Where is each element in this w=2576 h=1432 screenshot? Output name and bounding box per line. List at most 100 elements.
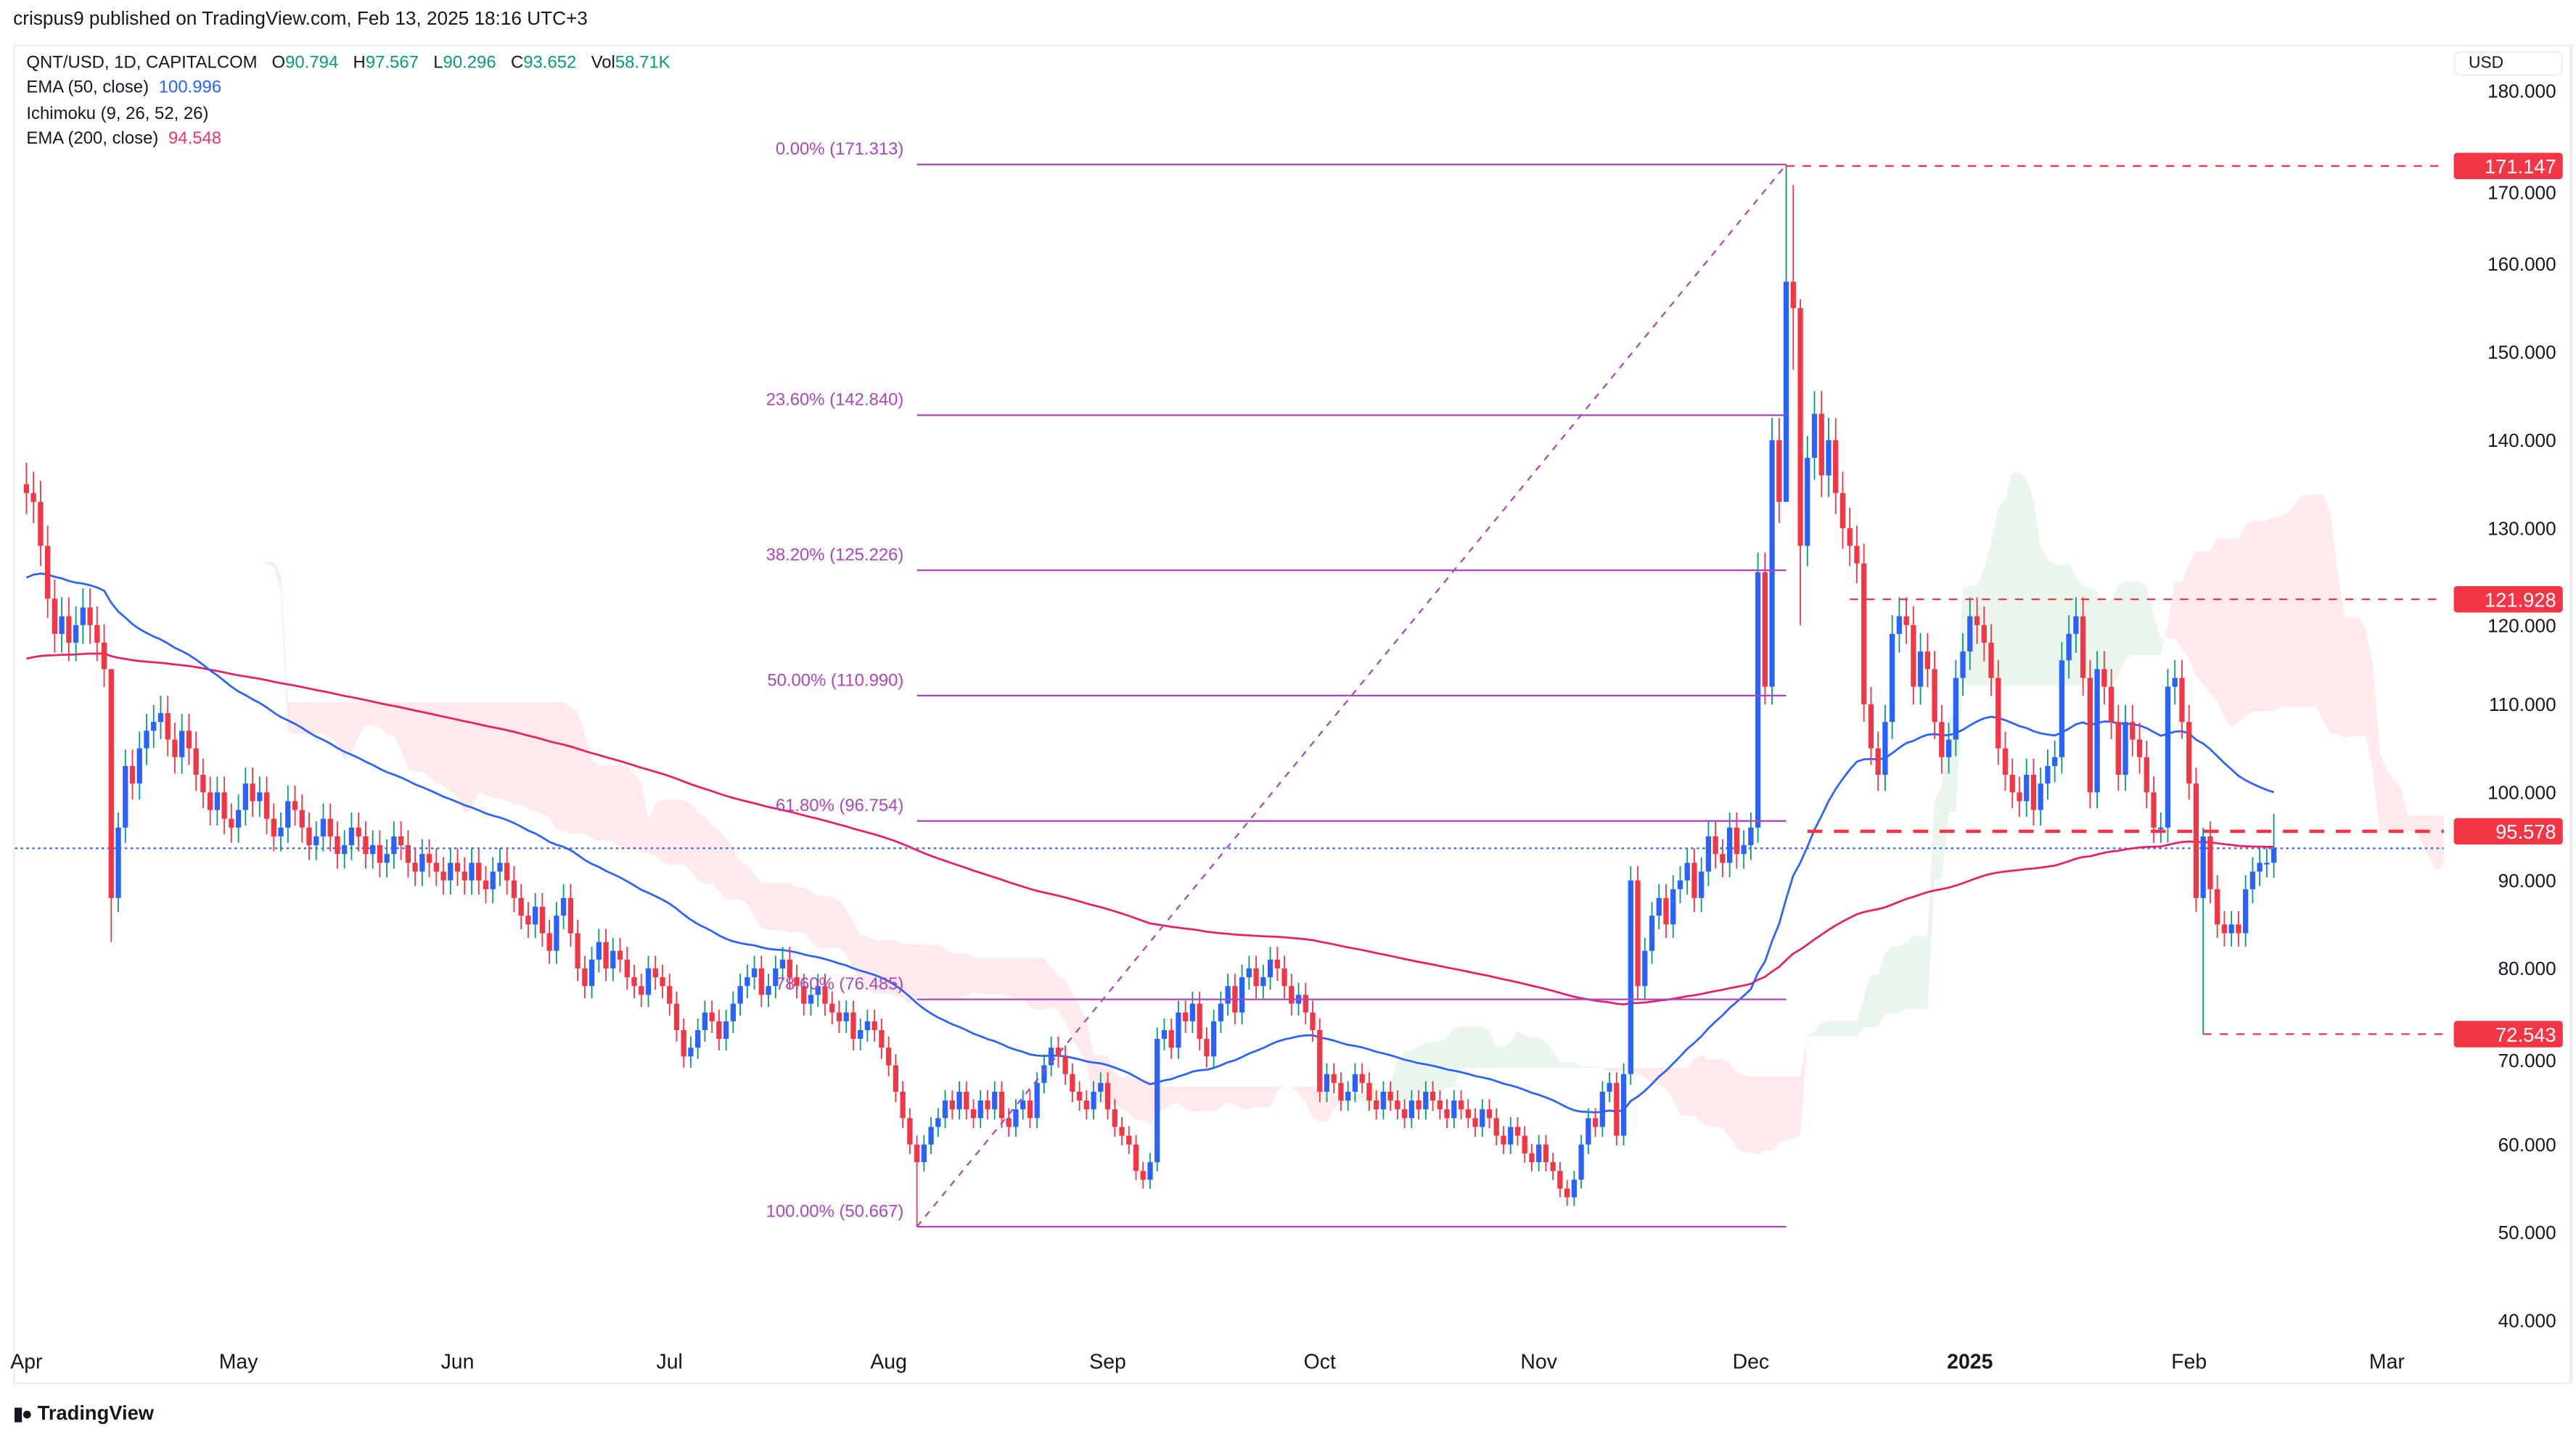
candle (1854, 525, 1860, 584)
candle-body (136, 748, 142, 784)
ichimoku-cloud-segment (1192, 1087, 1200, 1111)
ichimoku-cloud-segment (1638, 1067, 1645, 1078)
ichimoku-cloud-segment (1595, 1066, 1603, 1069)
price-axis: 40.000 50.000 60.000 70.000 80.000 90.000 100.… (2443, 46, 2573, 1383)
candle-body (1267, 959, 1273, 978)
ichimoku-cloud-segment (2422, 815, 2429, 859)
candle (2066, 615, 2072, 679)
candle (1161, 1019, 1168, 1050)
candle (73, 606, 79, 662)
candle (1486, 1099, 1493, 1129)
candle (476, 848, 482, 895)
price-level-badge[interactable]: 95.578 (2453, 818, 2563, 845)
ichimoku-cloud-segment (2012, 473, 2019, 686)
candle (1083, 1090, 1089, 1120)
ichimoku-cloud-segment (938, 944, 946, 1001)
candle (554, 902, 559, 964)
symbol-legend-row[interactable]: QNT/USD, 1D, CAPITALCOM O90.794 H97.567 … (26, 52, 680, 77)
candle (1741, 830, 1747, 869)
ichimoku-cloud-segment (450, 702, 458, 797)
candle-body (370, 845, 376, 855)
candle (1429, 1081, 1436, 1111)
price-level-badge[interactable]: 72.543 (2453, 1021, 2563, 1048)
ichimoku-cloud-segment (1503, 1042, 1511, 1068)
candle (660, 964, 665, 999)
ichimoku-cloud-segment (2224, 538, 2232, 728)
ichimoku-cloud-segment (966, 953, 974, 997)
candle-body (1317, 1029, 1323, 1092)
price-level-badge-label: 121.928 (2485, 588, 2556, 611)
ichimoku-cloud-segment (606, 765, 613, 843)
ichimoku-cloud-segment (1510, 1031, 1518, 1068)
ichimoku-cloud-segment (2252, 521, 2260, 712)
ichimoku-cloud-segment (238, 557, 246, 562)
tradingview-footer[interactable]: ▮● TradingView (13, 1402, 154, 1425)
candle (588, 947, 595, 999)
candle-body (80, 607, 86, 625)
candle (871, 1009, 877, 1042)
candle (1896, 597, 1903, 653)
chart-frame (13, 44, 2575, 1387)
candle-body (454, 863, 461, 872)
ema50-legend-row[interactable]: EMA (50, close) 100.996 (26, 76, 680, 102)
ichimoku-cloud-segment (1234, 1087, 1242, 1109)
candle (504, 848, 510, 895)
candle-body (2236, 924, 2241, 934)
ichimoku-cloud-segment (1072, 993, 1080, 1051)
candle-body (2221, 924, 2228, 934)
candle-body (1529, 1153, 1535, 1163)
price-level-badge[interactable]: 121.928 (2453, 585, 2563, 613)
candle-body (1147, 1162, 1153, 1180)
candle-body (773, 968, 779, 987)
ichimoku-cloud-segment (846, 909, 853, 968)
candle-body (617, 950, 623, 960)
candle (956, 1081, 962, 1120)
candle (1437, 1090, 1443, 1120)
ichimoku-cloud-segment (1722, 1058, 1730, 1137)
candle-body (645, 968, 652, 995)
candle (1564, 1180, 1570, 1206)
candle-body (1762, 572, 1768, 687)
ichimoku-cloud-segment (2316, 495, 2323, 721)
ichimoku-cloud-segment (549, 702, 557, 830)
ichimoku-legend-row[interactable]: Ichimoku (9, 26, 52, 26) (26, 102, 680, 127)
time-tick-label: Apr (10, 1350, 42, 1373)
candle (610, 937, 616, 982)
candle-body (263, 792, 270, 819)
fib-level-label: 38.20% (125.226) (766, 545, 904, 564)
close-label: C (510, 52, 524, 73)
ichimoku-cloud-segment (464, 702, 472, 815)
candle-body (1338, 1082, 1344, 1101)
candle (1267, 947, 1273, 990)
ema200-legend-row[interactable]: EMA (200, close) 94.548 (26, 127, 680, 152)
ichimoku-cloud-segment (1185, 1087, 1193, 1111)
ichimoku-cloud-segment (281, 575, 288, 732)
candle-body (1642, 950, 1648, 987)
candle (822, 974, 828, 1016)
candle-body (985, 1100, 990, 1110)
candle-body (1493, 1118, 1499, 1136)
currency-button[interactable]: USD (2453, 51, 2563, 76)
candle-body (2207, 836, 2213, 889)
candle-body (779, 959, 786, 969)
ichimoku-cloud-segment (556, 702, 564, 832)
candle-body (1748, 827, 1754, 846)
candle (2087, 659, 2093, 809)
candle (1960, 633, 1966, 696)
candle-body (384, 854, 390, 863)
candle-body (1374, 1100, 1379, 1110)
candle-body (1769, 440, 1775, 687)
ichimoku-cloud-segment (1701, 1054, 1709, 1127)
candle (2165, 669, 2171, 843)
candle-body (942, 1100, 948, 1119)
candle-body (1945, 739, 1952, 757)
candle (1147, 1153, 1153, 1189)
candle (242, 768, 248, 826)
ichimoku-cloud-segment (387, 702, 394, 736)
candle-body (2115, 722, 2121, 775)
ichimoku-cloud-segment (1043, 958, 1051, 1010)
ichimoku-cloud-segment (1468, 1026, 1476, 1068)
candle (1168, 1019, 1174, 1059)
price-level-badge[interactable]: 171.147 (2453, 152, 2563, 180)
